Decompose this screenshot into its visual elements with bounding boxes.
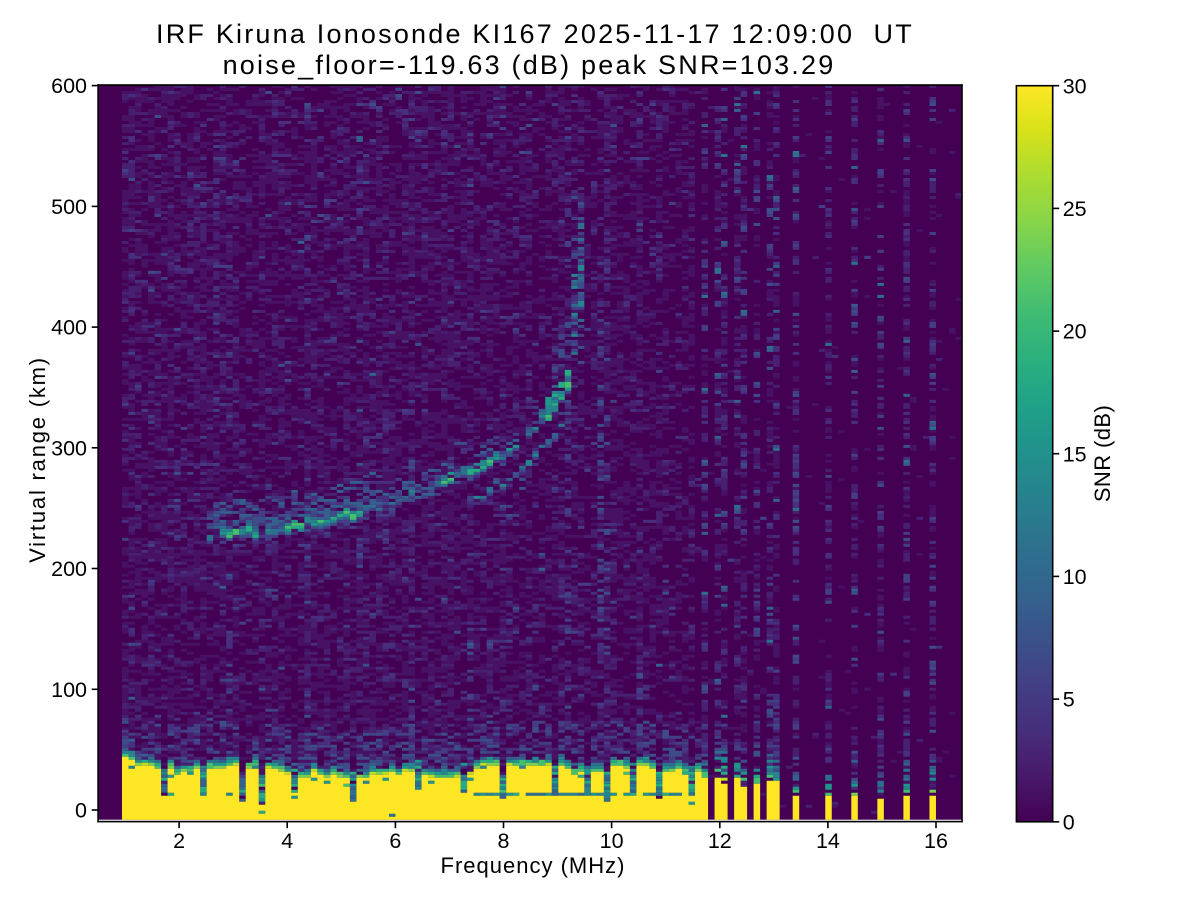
svg-text:SNR (dB): SNR (dB) [1090, 405, 1115, 502]
svg-text:25: 25 [1063, 197, 1087, 221]
svg-text:100: 100 [51, 678, 87, 702]
svg-text:12: 12 [708, 829, 732, 853]
svg-text:600: 600 [51, 74, 87, 98]
svg-text:500: 500 [51, 195, 87, 219]
svg-text:30: 30 [1063, 74, 1087, 98]
svg-text:15: 15 [1063, 442, 1087, 466]
svg-text:8: 8 [498, 829, 510, 853]
svg-text:300: 300 [51, 436, 87, 460]
svg-text:noise_floor=-119.63 (dB) peak: noise_floor=-119.63 (dB) peak SNR=103.29 [223, 50, 836, 80]
svg-text:0: 0 [75, 799, 87, 823]
svg-text:5: 5 [1063, 688, 1075, 712]
svg-text:0: 0 [1063, 810, 1075, 834]
svg-text:6: 6 [389, 829, 401, 853]
svg-text:Virtual range (km): Virtual range (km) [25, 356, 50, 563]
svg-text:4: 4 [281, 829, 293, 853]
svg-text:Frequency (MHz): Frequency (MHz) [441, 853, 626, 878]
svg-text:200: 200 [51, 557, 87, 581]
svg-text:14: 14 [816, 829, 840, 853]
svg-text:10: 10 [1063, 565, 1087, 589]
svg-text:400: 400 [51, 316, 87, 340]
svg-text:IRF Kiruna Ionosonde KI167 202: IRF Kiruna Ionosonde KI167 2025-11-17 12… [156, 19, 914, 49]
svg-text:16: 16 [924, 829, 948, 853]
svg-text:20: 20 [1063, 320, 1087, 344]
svg-text:10: 10 [600, 829, 624, 853]
svg-text:2: 2 [173, 829, 185, 853]
